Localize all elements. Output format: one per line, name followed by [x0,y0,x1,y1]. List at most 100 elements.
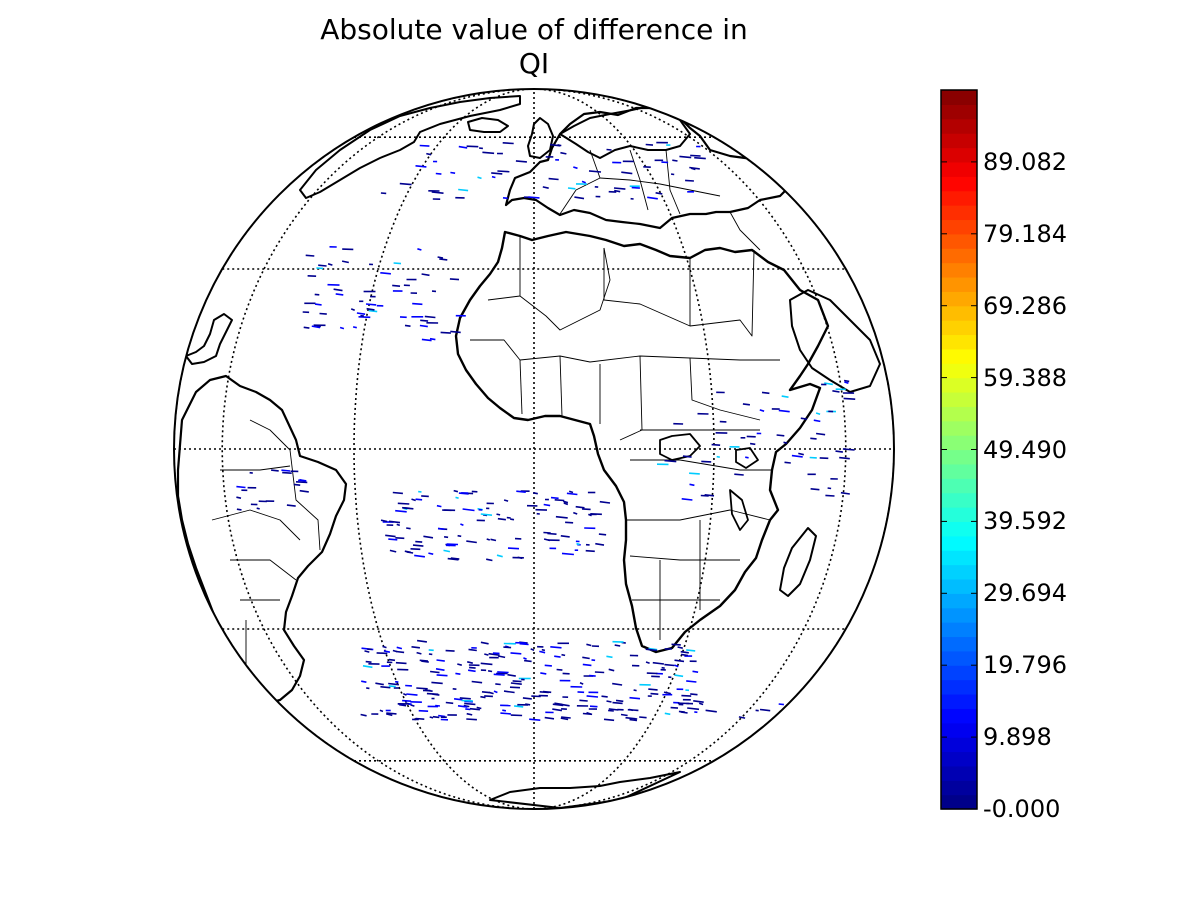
field-streak [843,379,850,383]
field-streak [481,691,490,694]
field-streak [575,505,585,509]
field-streak [421,660,429,663]
field-streak [432,715,440,719]
field-streak [560,151,567,155]
field-streak [502,709,507,712]
field-streak [447,557,459,561]
field-streak [541,648,546,652]
field-streak [455,496,459,499]
colorbar-segment [941,420,977,436]
field-streak [437,256,444,259]
colorbar-segment [941,492,977,508]
field-streak [388,538,398,541]
field-streak [674,659,685,663]
field-streak [512,680,522,683]
field-streak [645,143,654,146]
colorbar-segment [941,564,977,580]
iceland-coastline [467,117,509,133]
field-streak [681,694,692,697]
colorbar-segment [941,693,977,709]
colorbar-tick-label: 39.592 [983,507,1067,536]
field-streak [482,151,495,155]
colorbar-segment [941,521,977,537]
field-streak [311,325,321,329]
africa-coastline [454,230,830,654]
field-streak [776,434,785,437]
field-streak [761,391,770,395]
field-streak [690,167,696,171]
field-streak [415,540,423,543]
field-streak [286,504,296,507]
field-streak [542,690,552,694]
field-streak [488,691,494,695]
field-streak [450,171,456,174]
field-streak [550,496,559,500]
field-streak [554,499,565,502]
field-streak [813,419,821,423]
field-streak [299,489,309,493]
field-streak [560,717,569,721]
field-streak [552,708,563,712]
field-streak [507,547,520,550]
field-streak [586,643,592,647]
field-streak [608,709,614,712]
colorbar-segment [941,391,977,407]
field-streak [693,700,704,703]
field-streak [500,712,511,715]
field-streak [435,704,440,707]
colorbar-segment [941,176,977,192]
field-streak [525,703,531,706]
field-streak [395,661,407,665]
field-streak [840,491,850,495]
field-streak [360,713,367,717]
field-streak [628,708,634,712]
field-streak [586,695,599,698]
field-streak [680,650,689,654]
field-streak [519,642,529,646]
field-streak [759,409,765,412]
field-streak [466,712,473,716]
field-streak [810,488,820,491]
colorbar-segment [941,722,977,738]
field-streak [555,515,568,519]
field-streak [606,148,612,151]
field-streak [566,492,578,496]
greenland-coastline [299,95,521,199]
field-streak [579,699,588,702]
field-streak [491,175,496,179]
field-streak [561,716,571,719]
field-streak [477,176,482,180]
field-streak [380,272,391,275]
field-streak [629,696,641,700]
field-streak [791,454,803,458]
colorbar-segment [941,377,977,393]
colorbar-segment [941,147,977,163]
field-streak [368,309,378,313]
field-streak [689,472,700,475]
field-streak [463,704,470,708]
field-streak [496,554,503,558]
field-streak [436,659,445,662]
field-streak [236,496,242,499]
field-streak [496,513,501,516]
field-streak [599,500,611,504]
field-streak [679,155,692,159]
field-streak [810,437,817,440]
field-streak [431,191,444,194]
field-streak [655,192,663,195]
field-streak [424,315,436,319]
colorbar-segment [941,751,977,767]
field-streak [392,284,401,287]
uk-coastline [527,117,554,159]
field-streak [444,536,449,539]
chart-title-line-1: Absolute value of difference in [320,13,748,46]
field-streak [781,395,789,398]
field-streak [411,498,416,502]
field-streak [540,672,547,675]
field-streak [608,708,619,711]
field-streak [314,303,322,306]
field-streak [457,705,468,708]
colorbar-segment [941,233,977,249]
field-streak [420,319,429,322]
